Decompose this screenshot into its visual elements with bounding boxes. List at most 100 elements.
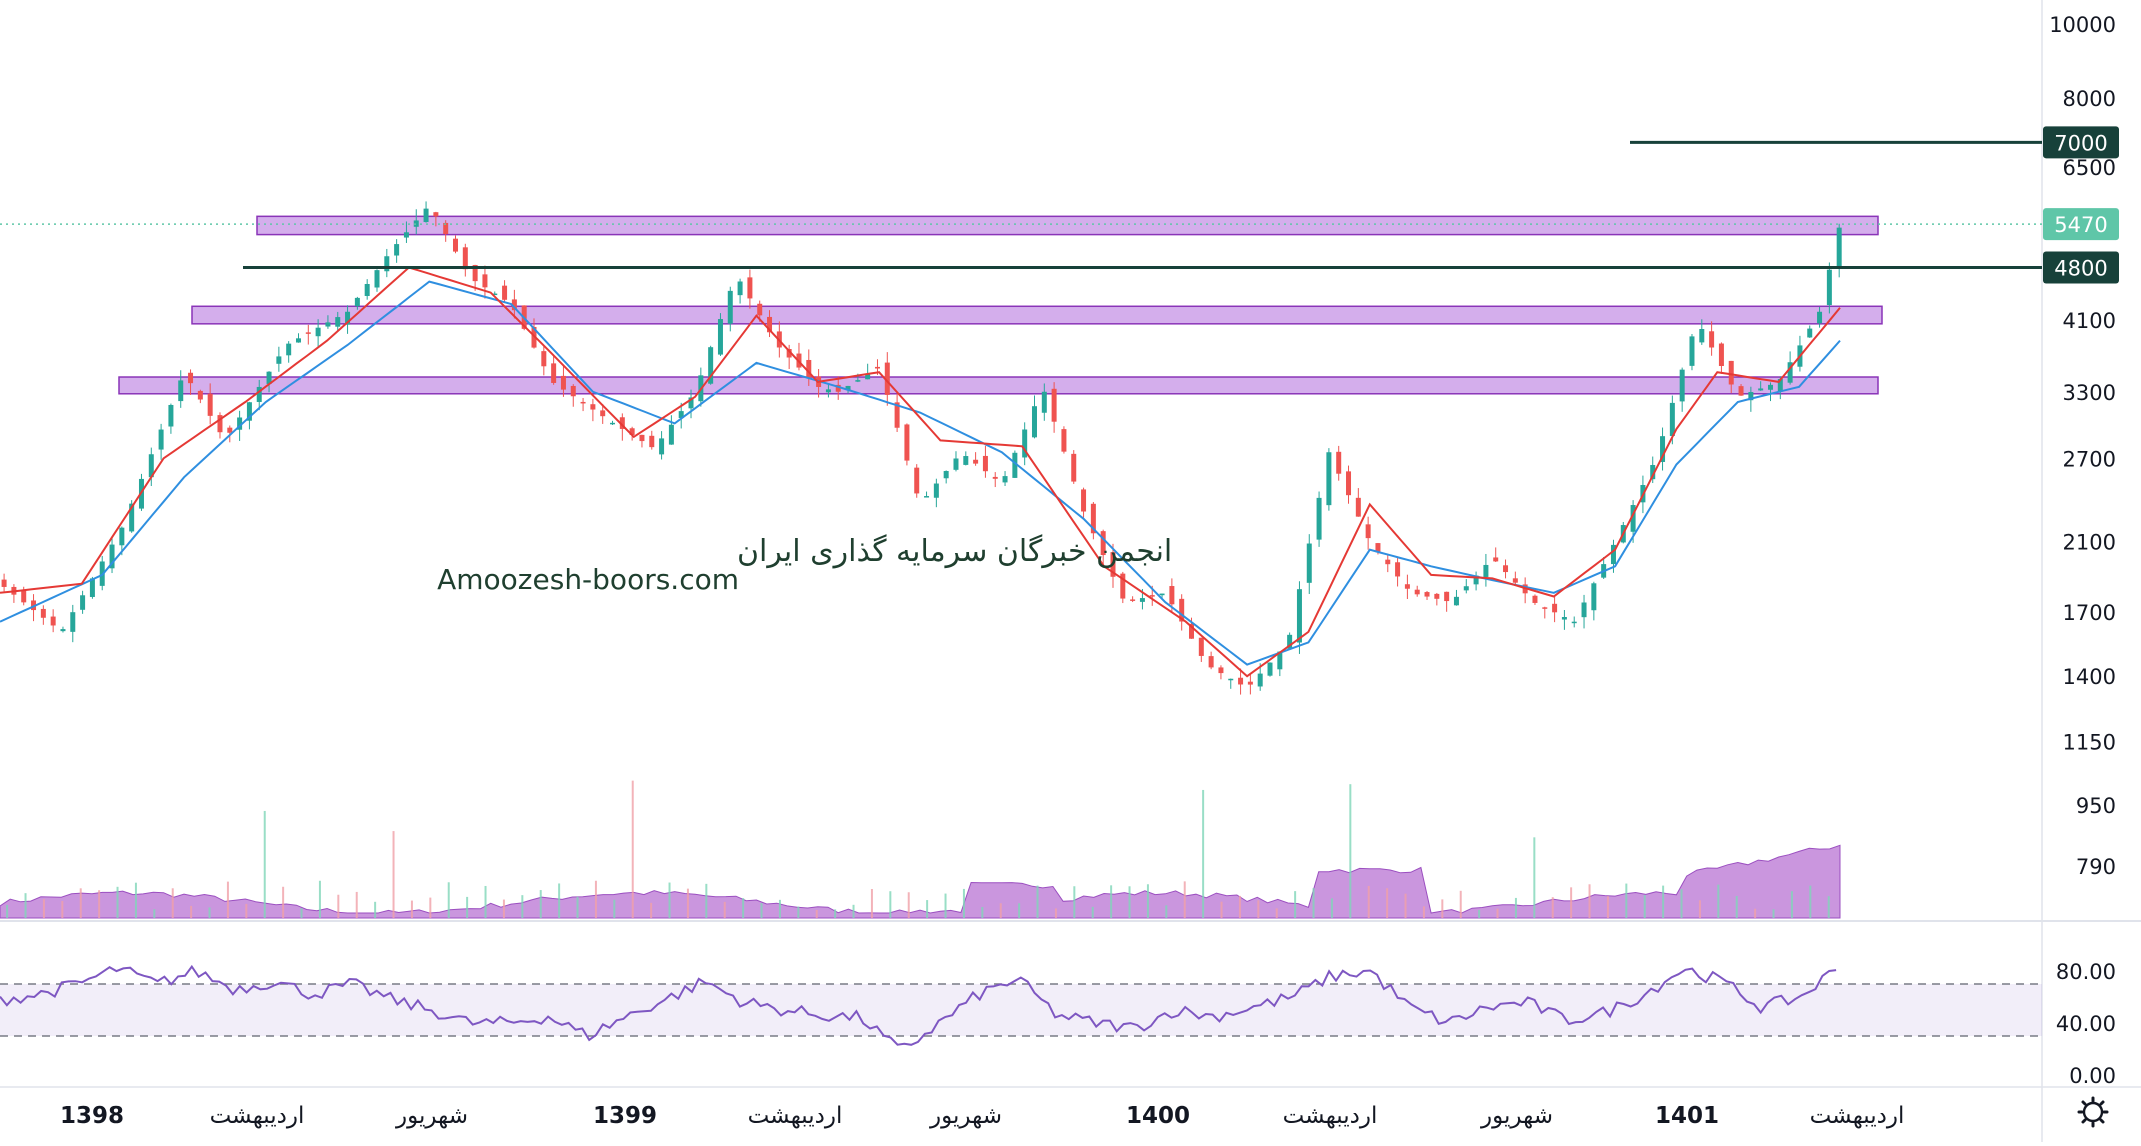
candle-body [472,264,478,282]
candle-body [109,544,115,569]
volume-bar [1257,900,1260,918]
candle-body [325,322,331,327]
candle-body [1650,464,1656,480]
candle-body [629,428,635,435]
candle-body [757,303,763,316]
candle-body [865,374,871,380]
candle-body [1002,476,1008,483]
candle-body [884,362,890,395]
time-tick-label: 1399 [593,1103,657,1129]
candle-body [1277,651,1283,670]
volume-bar [797,906,800,918]
volume-bar [558,883,561,918]
volume-bar [61,901,64,918]
volume-bar [1643,895,1646,918]
candle-body [953,458,959,470]
candle-body [178,380,184,402]
zone-rect[interactable] [118,376,1879,395]
zone-rect[interactable] [191,305,1883,325]
volume-bar [1772,909,1775,918]
candle-body [286,343,292,356]
candle-body [541,351,547,367]
volume-bar [1717,884,1720,918]
candle-body [89,578,95,597]
candle-body [462,247,468,270]
zone-rect[interactable] [256,215,1879,236]
candle-body [1777,379,1783,392]
candle-body [256,386,262,402]
candle-body [354,297,360,307]
volume-bar [962,888,965,918]
volume-bar [502,899,505,918]
volume-bar [1054,908,1057,918]
candle-body [737,281,743,296]
volume-bar [429,897,432,918]
price-tick-label: 8000 [2063,87,2116,111]
candle-body [1581,602,1587,618]
volume-bar [1790,891,1793,918]
candle-body [364,284,370,296]
volume-bar [723,901,726,918]
volume-bar [410,900,413,918]
price-axis[interactable]: 10000 8000 6500 4100 3300 2700 2100 1700 1400 115… [2049,13,2116,879]
candle-body [806,359,812,378]
support-resistance-zones [118,215,1883,395]
time-tick-label: شهریور [395,1103,468,1129]
candle-body [1758,388,1764,391]
price-tick-label: 1150 [2063,730,2116,754]
horizontal-levels[interactable]: 7000 4800 5470 [0,126,2119,284]
candle-body [158,429,164,450]
candle-body [119,527,125,546]
candle-body [1826,269,1832,306]
candle-body [148,454,154,478]
volume-bar [778,899,781,918]
volume-bar [870,889,873,918]
volume-bar [521,895,524,918]
time-axis[interactable]: 1398 اردیبهشت شهریور 1399 اردیبهشت شهریور 1400… [60,1103,1904,1129]
candle-body [40,608,46,618]
candle-body [1247,681,1253,685]
volume-bar [245,903,248,918]
candle-body [649,435,655,448]
candle-body [1041,391,1047,413]
candle-body [1767,384,1773,390]
candle-body [1198,637,1204,656]
moving-averages [0,266,1841,678]
candle-body [678,411,684,418]
candle-body [1208,656,1214,668]
volume-bar [1238,895,1241,918]
volume-bar [1018,903,1021,918]
gear-icon[interactable] [2077,1096,2109,1128]
candle-body [845,385,851,390]
price-tick-label: 3300 [2063,381,2116,405]
volume-bar [1036,885,1039,918]
candle-body [335,317,341,327]
candle-body [1473,575,1479,585]
candle-body [1699,329,1705,343]
candle-body [1453,596,1459,606]
volume-bar [1312,888,1315,918]
level-tag-text: 4800 [2054,256,2107,280]
candle-body [825,389,831,393]
volume-bar [1146,884,1149,918]
candle-body [1081,489,1087,512]
candle-body [1090,503,1096,534]
volume-bar [981,906,984,918]
candle-body [492,293,498,296]
candle-body [1503,565,1509,573]
volume-bar [24,893,27,918]
volume-bar [484,885,487,918]
volume-bar [1404,893,1407,918]
candle-body [1159,593,1165,596]
volume-bar [1349,784,1352,918]
volume-bar [1110,885,1113,918]
candle-body [1287,634,1293,649]
volume-bar [1698,900,1701,918]
volume-bar [1827,896,1830,918]
candle-body [1807,328,1813,338]
candle-body [1561,617,1567,620]
candle-body [80,595,86,610]
volume-bar [1091,906,1094,918]
candle-body [31,600,37,611]
